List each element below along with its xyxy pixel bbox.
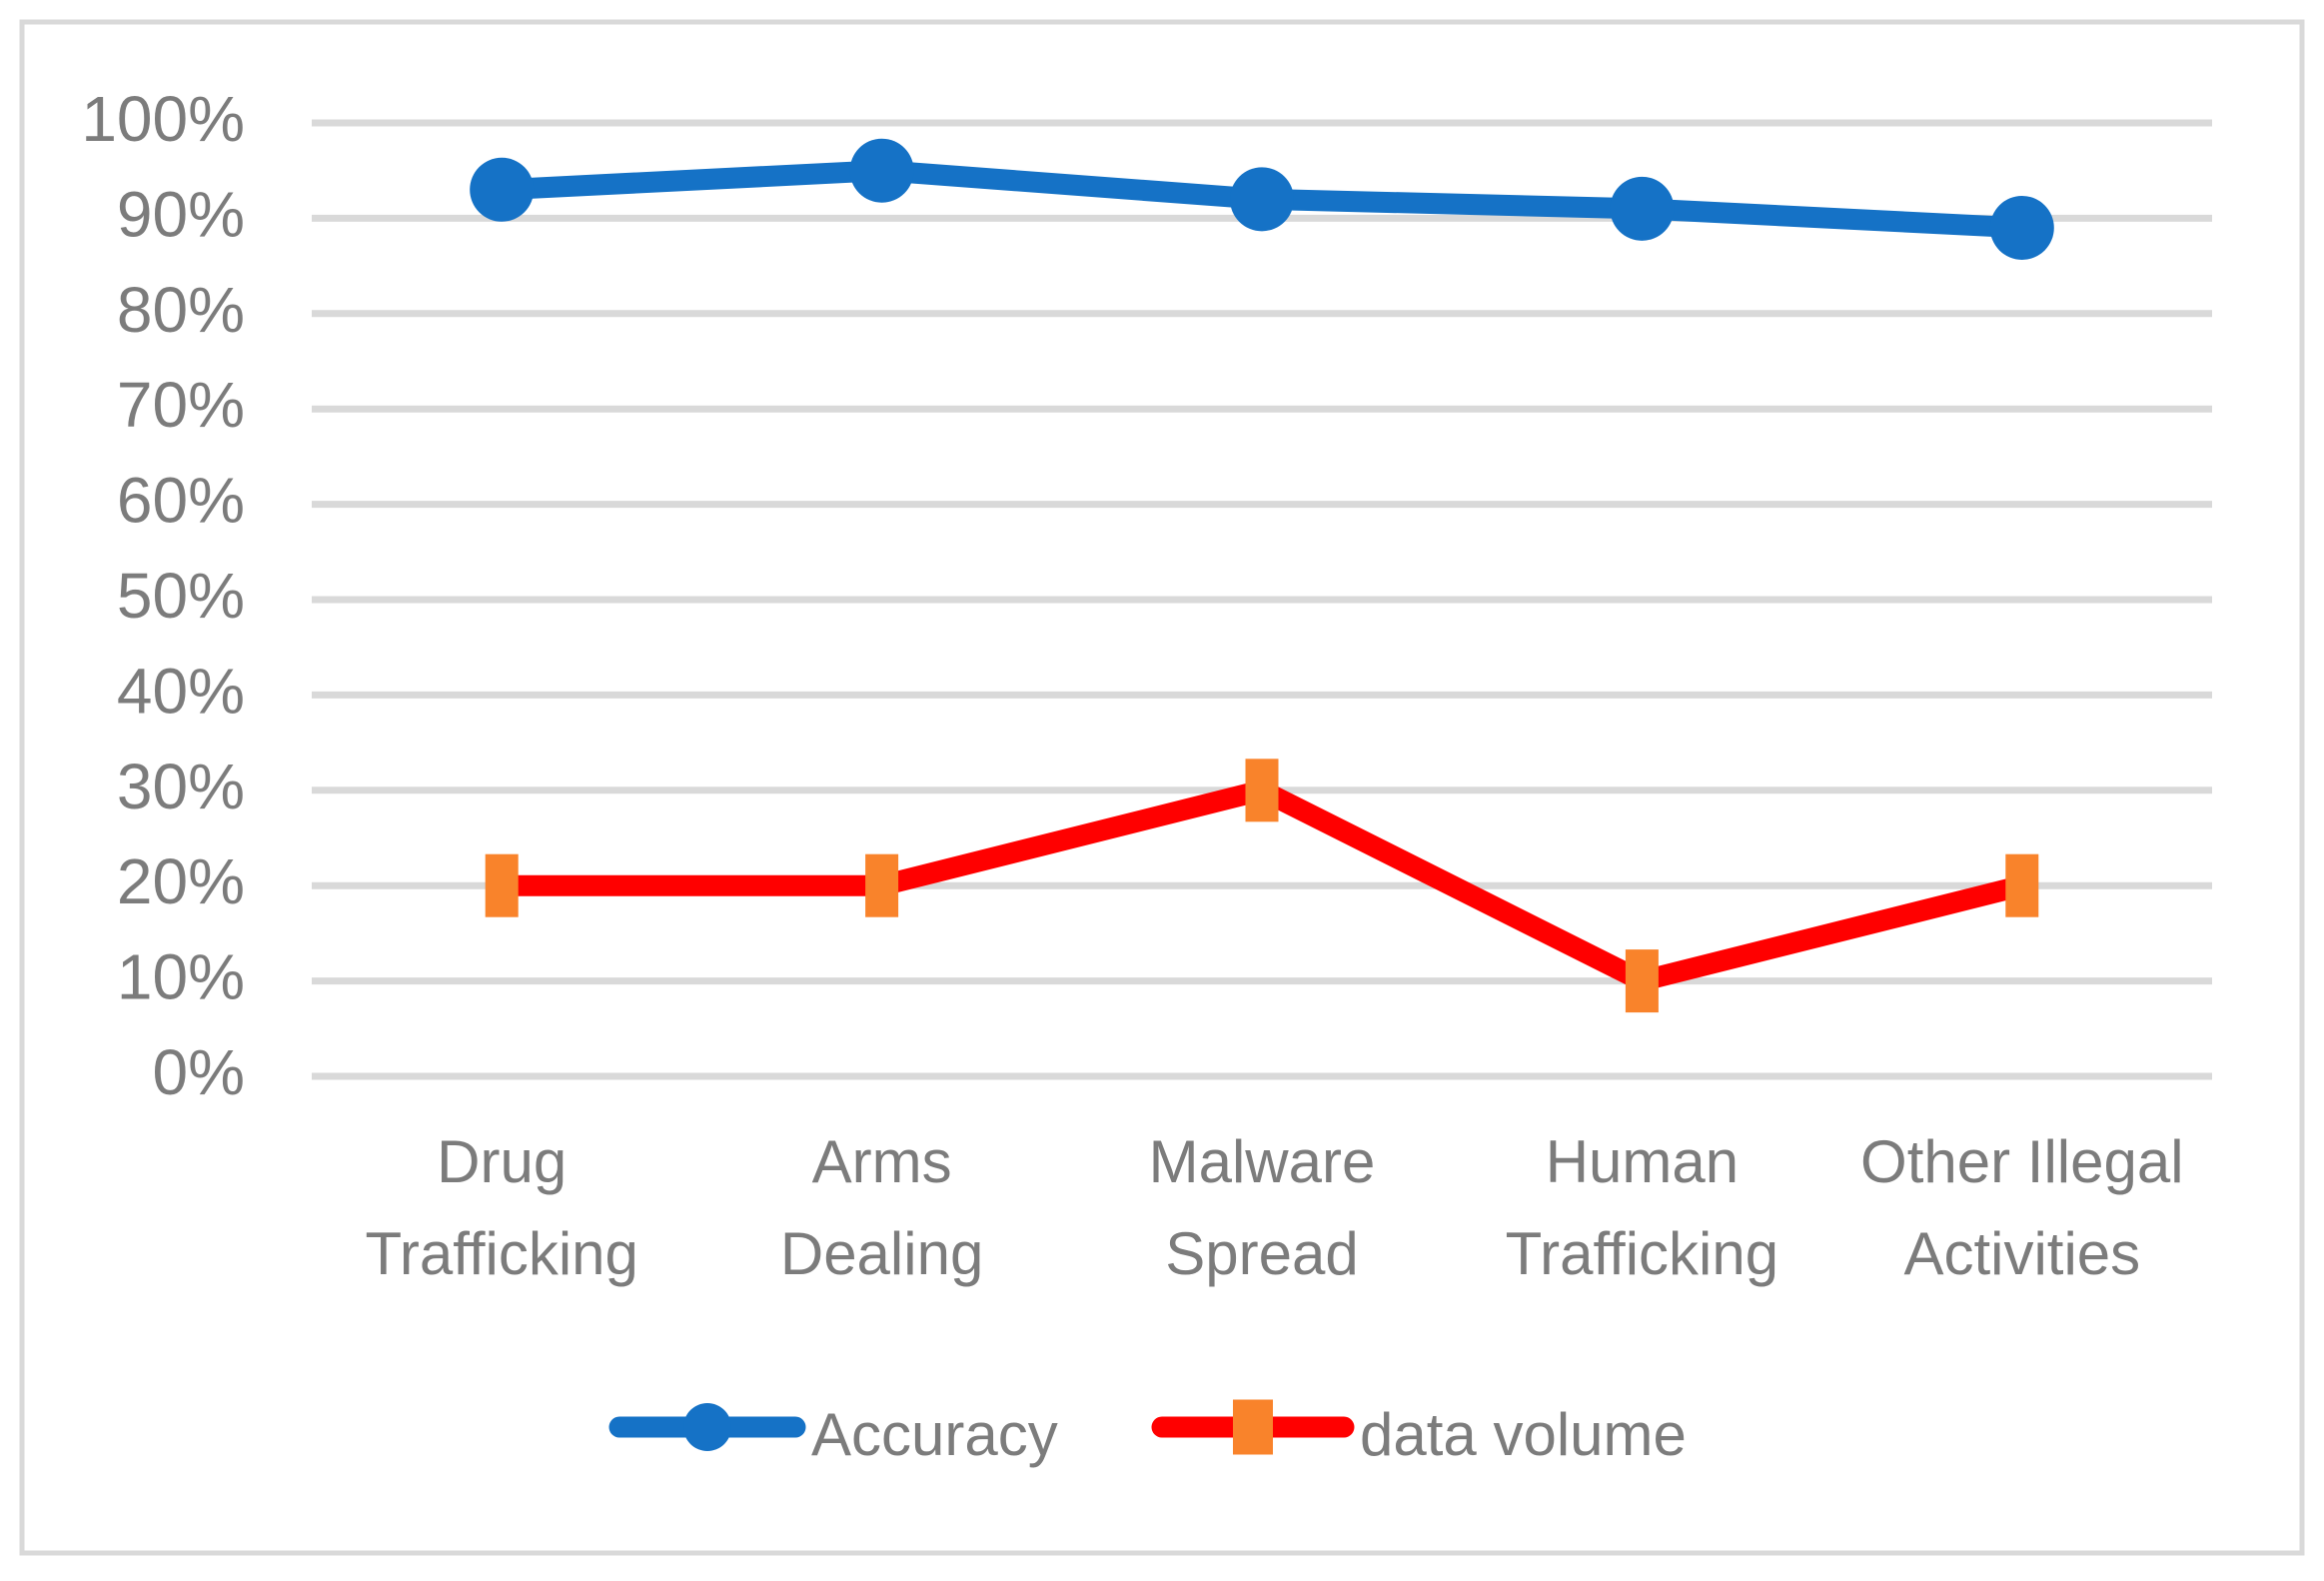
y-axis-tick-label: 50% [117,560,245,632]
data-point-square-icon-data-volume-1 [865,853,899,917]
y-axis-tick-label: 10% [117,941,245,1013]
data-point-circle-icon-accuracy-0 [470,157,535,222]
y-axis-tick-label: 80% [117,274,245,346]
x-axis-category-label: Malware [1149,1128,1376,1195]
x-axis-category-label: Spread [1165,1220,1358,1287]
data-point-square-icon-data-volume-3 [1625,949,1659,1013]
legend-label-accuracy: Accuracy [811,1401,1058,1468]
data-point-square-icon-data-volume-0 [485,853,519,917]
legend-square-icon-data-volume [1233,1399,1273,1455]
x-axis-category-label: Activities [1903,1220,2140,1287]
data-point-circle-icon-accuracy-1 [849,138,914,203]
legend-label-data-volume: data volume [1360,1401,1687,1468]
x-axis-category-label: Drug [437,1128,567,1195]
chart-frame-border [19,19,2305,1556]
y-axis-tick-label: 30% [117,751,245,822]
y-axis-tick-label: 70% [117,369,245,441]
data-point-circle-icon-accuracy-2 [1230,167,1294,232]
y-axis-tick-label: 60% [117,465,245,537]
data-point-circle-icon-accuracy-3 [1610,176,1675,241]
data-point-circle-icon-accuracy-4 [1989,195,2054,260]
x-axis-category-label: Trafficking [1506,1220,1778,1287]
x-axis-category-label: Arms [812,1128,952,1195]
legend-circle-icon-accuracy [683,1403,731,1451]
y-axis-tick-label: 90% [117,178,245,250]
x-axis-category-label: Dealing [780,1220,983,1287]
x-axis-category-label: Trafficking [365,1220,637,1287]
x-axis-category-label: Other Illegal [1860,1128,2184,1195]
y-axis-tick-label: 20% [117,845,245,917]
y-axis-tick-label: 100% [81,83,245,155]
y-axis-tick-label: 40% [117,655,245,727]
y-axis-tick-label: 0% [153,1036,246,1108]
data-point-square-icon-data-volume-4 [2005,853,2039,917]
data-point-square-icon-data-volume-2 [1245,759,1279,822]
x-axis-category-label: Human [1546,1128,1739,1195]
